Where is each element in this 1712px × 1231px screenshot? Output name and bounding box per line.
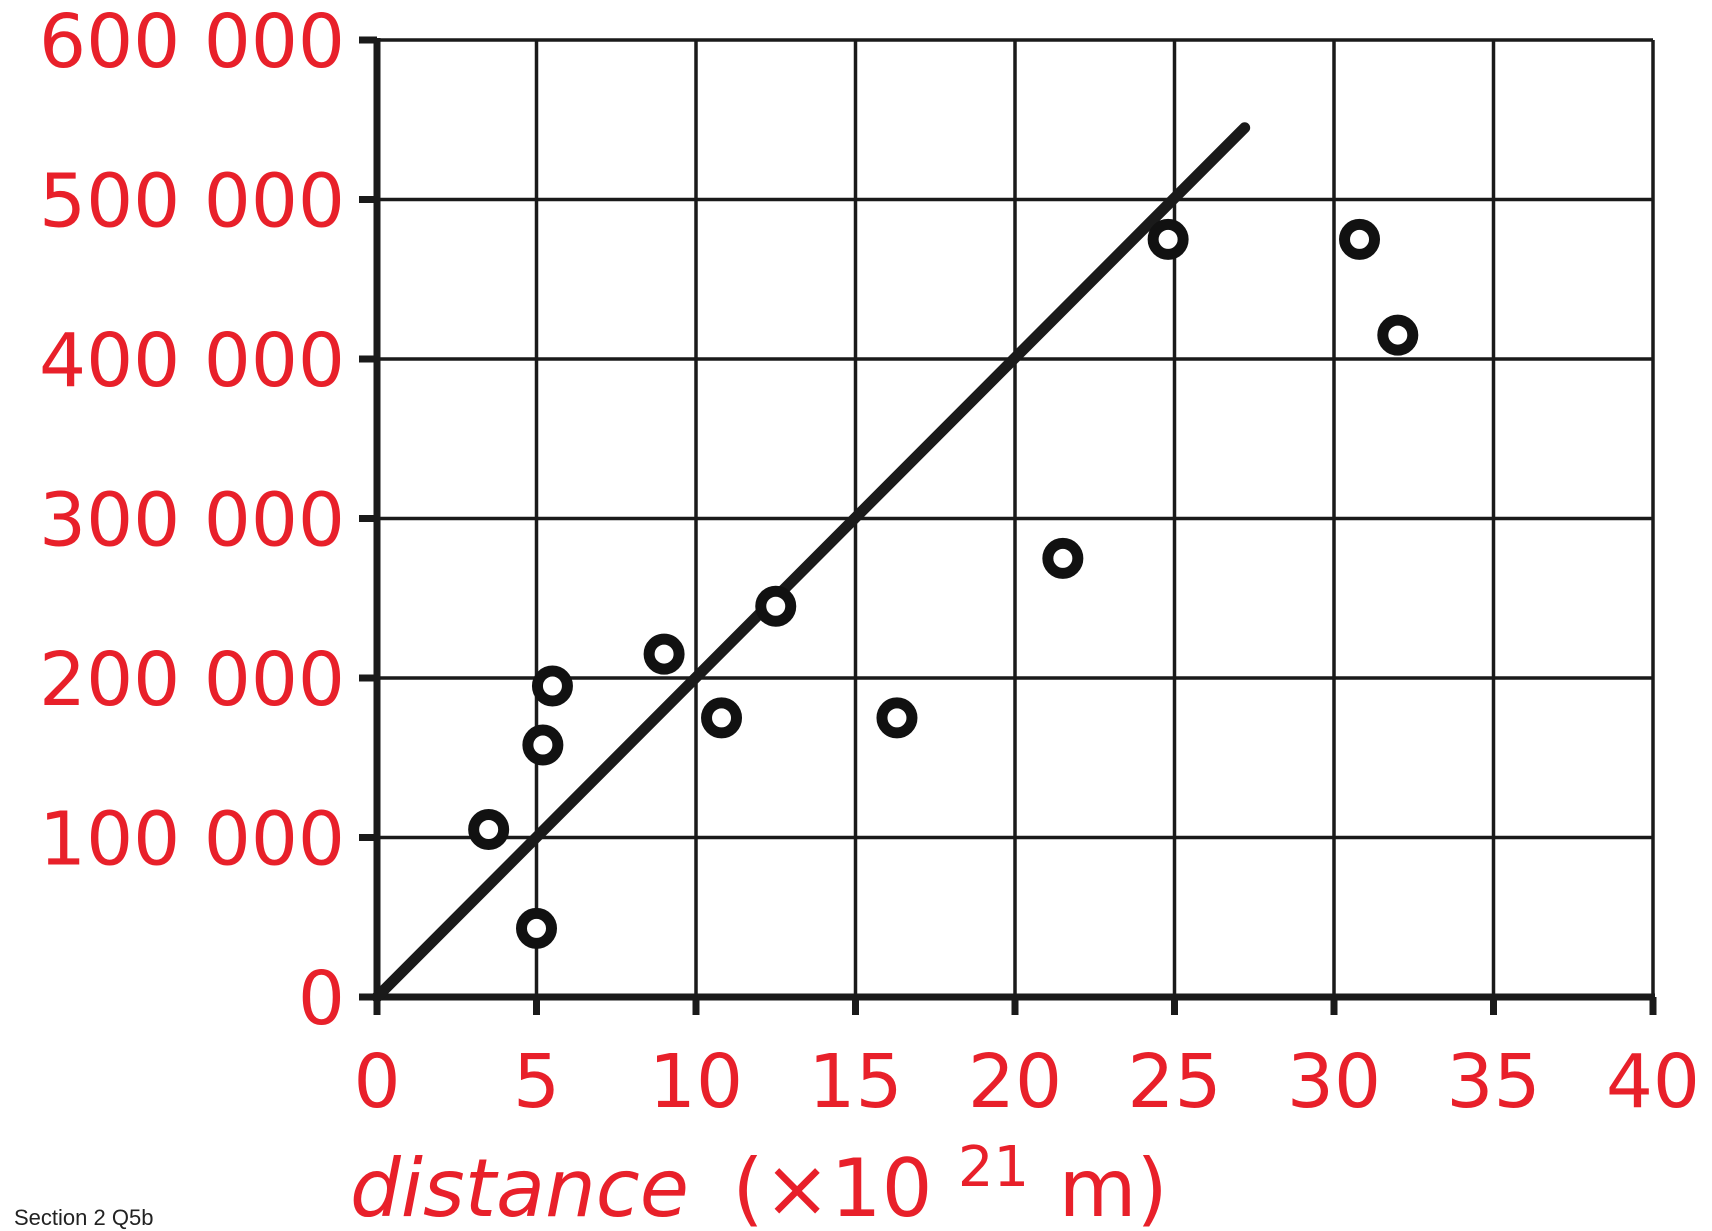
x-tick-label: 35 bbox=[1446, 1039, 1540, 1125]
data-point bbox=[1147, 218, 1189, 260]
x-axis-title-main: distance bbox=[350, 1142, 689, 1230]
x-tick-label: 40 bbox=[1606, 1039, 1700, 1125]
axes bbox=[359, 36, 1657, 1015]
trendline bbox=[371, 122, 1251, 1003]
data-point bbox=[1339, 218, 1381, 260]
y-tick-label: 100 000 bbox=[39, 797, 345, 883]
x-tick-label: 10 bbox=[649, 1039, 743, 1125]
y-tick-label: 500 000 bbox=[39, 159, 345, 245]
y-tick-label: 300 000 bbox=[39, 478, 345, 564]
data-point bbox=[876, 697, 918, 739]
y-tick-label: 0 bbox=[298, 956, 345, 1042]
y-tick-label: 600 000 bbox=[39, 0, 345, 85]
data-point bbox=[701, 697, 743, 739]
data-point bbox=[1377, 314, 1419, 356]
data-point bbox=[468, 809, 510, 851]
x-axis-title-rest: (×10 bbox=[732, 1142, 932, 1230]
x-tick-label: 20 bbox=[968, 1039, 1062, 1125]
data-point bbox=[755, 585, 797, 627]
data-point bbox=[1042, 537, 1084, 579]
data-point bbox=[531, 665, 573, 707]
x-tick-label: 25 bbox=[1127, 1039, 1221, 1125]
data-points bbox=[468, 218, 1419, 949]
x-axis-title: distance (×10 21 m) bbox=[350, 1112, 1168, 1230]
y-tick-label: 200 000 bbox=[39, 637, 345, 723]
data-point bbox=[516, 907, 557, 949]
x-tick-label: 30 bbox=[1287, 1039, 1381, 1125]
y-tick-label: 400 000 bbox=[39, 318, 345, 404]
x-axis-title-unit: m) bbox=[1059, 1142, 1168, 1230]
x-tick-label: 0 bbox=[353, 1039, 400, 1125]
data-point bbox=[643, 633, 685, 675]
y-tick-labels: 0 100 000 200 000 300 000 400 000 500 000 600 … bbox=[39, 0, 345, 1042]
trendline-group bbox=[371, 122, 1251, 1003]
x-tick-labels: 0 5 10 15 20 25 30 35 40 bbox=[353, 1039, 1700, 1125]
grid bbox=[377, 38, 1655, 997]
footnote: Section 2 Q5b bbox=[14, 1205, 154, 1230]
data-point bbox=[522, 724, 564, 766]
x-axis-title-exponent: 21 bbox=[958, 1135, 1029, 1200]
x-tick-label: 5 bbox=[513, 1039, 560, 1125]
x-tick-label: 15 bbox=[808, 1039, 902, 1125]
